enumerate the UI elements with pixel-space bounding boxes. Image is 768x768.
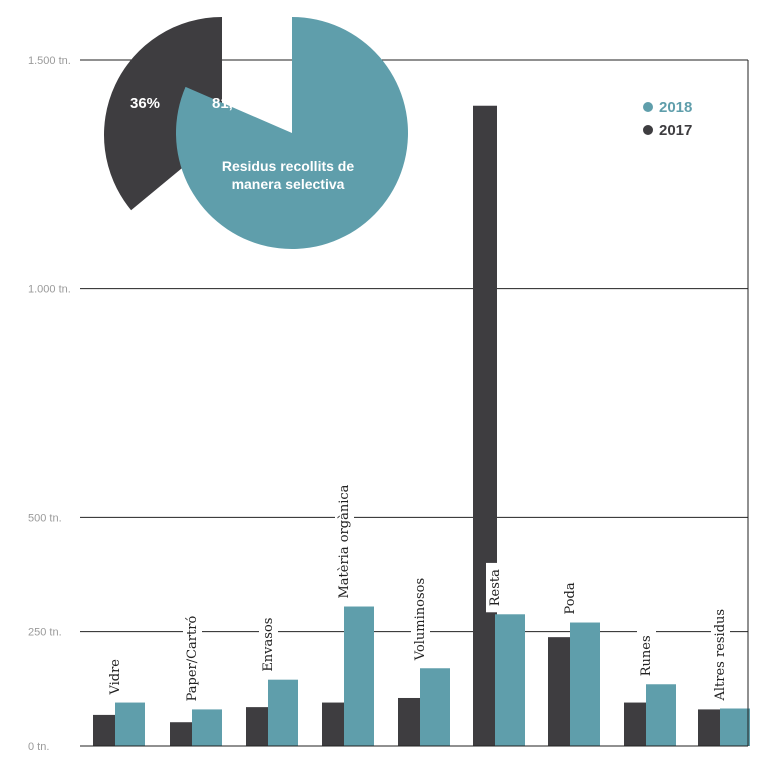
category-labels: Vidre Paper/Cartró Envasos Matèria orgànica…: [106, 478, 730, 708]
category-label-bg: [711, 602, 730, 708]
bar-2018-1: [192, 709, 222, 746]
category-label: Envasos: [261, 618, 276, 672]
category-label-bg: [335, 478, 354, 605]
category-label: Poda: [563, 582, 578, 614]
category-label: Runes: [639, 635, 654, 676]
selective-collection-pie: 36% 81,5% Residus recollits de manera selec…: [103, 16, 408, 249]
bar-2017-7: [624, 702, 648, 746]
bar-2018-8: [720, 708, 750, 746]
pie-label-2018: 81,5%: [212, 95, 255, 112]
category-label: Vidre: [108, 659, 123, 696]
legend-marker-2018: [643, 102, 653, 112]
bar-2017-2: [246, 707, 270, 746]
bar-2017-3: [322, 702, 346, 746]
category-label: Matèria orgànica: [337, 484, 352, 598]
y-tick-label: 500 tn.: [28, 512, 62, 524]
bar-2018-5: [495, 614, 525, 746]
bar-2018-6: [570, 622, 600, 746]
bar-2018-0: [115, 702, 145, 746]
bar-2017-6: [548, 637, 572, 746]
bar-2018-4: [420, 668, 450, 746]
y-tick-label: 250 tn.: [28, 627, 62, 639]
category-label-bg: [106, 652, 125, 702]
category-label-bg: [183, 609, 202, 708]
pie-label-2017: 36%: [130, 95, 160, 112]
y-tick-label: 0 tn.: [28, 741, 49, 753]
pie-slice-2017: [103, 16, 222, 211]
legend-label-2017: 2017: [659, 122, 692, 139]
bar-2017-1: [170, 722, 194, 746]
category-label: Voluminosos: [413, 578, 428, 661]
legend-marker-2017: [643, 125, 653, 135]
axes: [80, 59, 749, 747]
pie-title-line-2: manera selectiva: [232, 176, 345, 192]
bar-2018-2: [268, 679, 298, 746]
bar-2018-7: [646, 684, 676, 746]
pie-title-line-1: Residus recollits de: [222, 158, 354, 174]
legend: 2018 2017: [643, 99, 692, 139]
bar-2017-4: [398, 697, 422, 746]
y-tick-label: 1.000 tn.: [28, 284, 71, 296]
pie-slice-2018: [176, 17, 408, 249]
category-label: Paper/Cartró: [185, 616, 200, 702]
bar-2017-0: [93, 714, 117, 746]
y-tick-label: 1.500 tn.: [28, 55, 71, 67]
category-label-bg: [486, 562, 505, 613]
category-label-bg: [259, 611, 278, 678]
bar-2017-8: [698, 709, 722, 746]
legend-label-2018: 2018: [659, 99, 692, 116]
category-label-bg: [411, 571, 430, 668]
category-label-bg: [561, 576, 580, 621]
bar-2017-5: [473, 105, 497, 746]
category-label-bg: [637, 629, 656, 683]
bars: [93, 105, 750, 746]
bar-2018-3: [344, 606, 374, 746]
category-label: Altres residus: [713, 609, 728, 702]
category-label: Resta: [488, 569, 503, 606]
